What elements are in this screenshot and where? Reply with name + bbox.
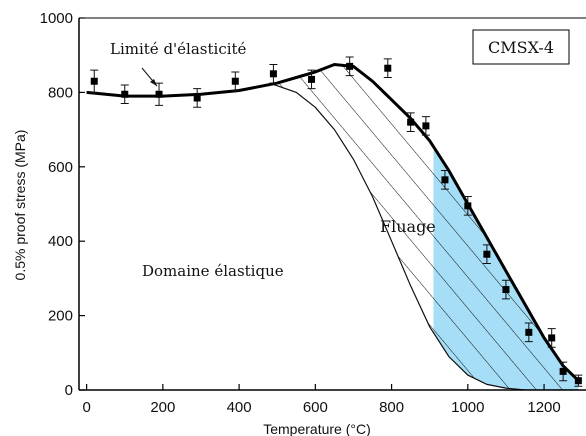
point-marker (559, 367, 567, 375)
data-point (383, 58, 392, 79)
data-points (90, 56, 583, 387)
point-marker (155, 90, 163, 98)
data-point (463, 196, 472, 216)
point-marker (384, 64, 392, 72)
point-marker (525, 328, 533, 336)
fluage-label: Fluage (380, 217, 436, 236)
point-marker (121, 90, 129, 98)
x-tick-label: 1200 (527, 399, 560, 416)
y-tick-label: 200 (48, 308, 73, 325)
point-marker (441, 176, 449, 184)
data-point (574, 374, 583, 387)
limit-label: Limité d'élasticité (110, 40, 247, 58)
point-marker (422, 122, 430, 130)
data-point (120, 84, 129, 105)
data-point (559, 361, 568, 382)
legend-box: CMSX-4 (472, 29, 570, 65)
y-tick-label: 0 (65, 382, 73, 399)
data-point (307, 69, 316, 90)
point-marker (346, 62, 354, 70)
data-point (231, 71, 240, 92)
data-point (501, 279, 510, 300)
data-point (406, 112, 415, 132)
y-axis-title: 0.5% proof stress (MPa) (12, 130, 28, 281)
point-marker (464, 202, 472, 210)
proof-stress-fit-curve (86, 62, 580, 382)
cmsx4-label: CMSX-4 (488, 38, 554, 57)
point-marker (231, 77, 239, 85)
x-axis-title: Temperature (°C) (263, 421, 371, 436)
data-point (440, 170, 449, 190)
y-tick-label: 600 (48, 159, 73, 176)
x-tick-label: 1000 (451, 399, 484, 416)
axis-ticks: 0 200 400 600 800 1000 1200 0 200 400 600 800 1000 (40, 10, 561, 416)
data-point (345, 56, 354, 77)
data-point (482, 244, 491, 265)
x-tick-label: 200 (150, 399, 175, 416)
data-point (524, 322, 533, 343)
limit-arrow (141, 67, 158, 87)
data-point (421, 116, 430, 136)
x-tick-label: 800 (379, 399, 404, 416)
y-tick-label: 1000 (40, 10, 73, 27)
domaine-label: Domaine élastique (142, 262, 284, 280)
point-marker (269, 70, 277, 78)
point-marker (407, 118, 415, 126)
point-marker (483, 250, 491, 258)
x-tick-label: 400 (227, 399, 252, 416)
data-point (547, 328, 556, 348)
point-marker (90, 77, 98, 85)
point-marker (502, 286, 510, 294)
y-tick-label: 400 (48, 233, 73, 250)
data-point (90, 69, 99, 93)
creep-hatched-region (269, 64, 579, 390)
creep-lower-boundary-curve (269, 82, 579, 390)
data-point (269, 64, 278, 84)
data-point (155, 82, 164, 106)
y-tick-label: 800 (48, 84, 73, 101)
point-marker (574, 377, 582, 385)
x-tick-label: 0 (82, 399, 90, 416)
point-marker (548, 334, 556, 342)
point-marker (308, 75, 316, 83)
data-point (193, 88, 202, 108)
x-tick-label: 600 (303, 399, 328, 416)
point-marker (193, 94, 201, 102)
